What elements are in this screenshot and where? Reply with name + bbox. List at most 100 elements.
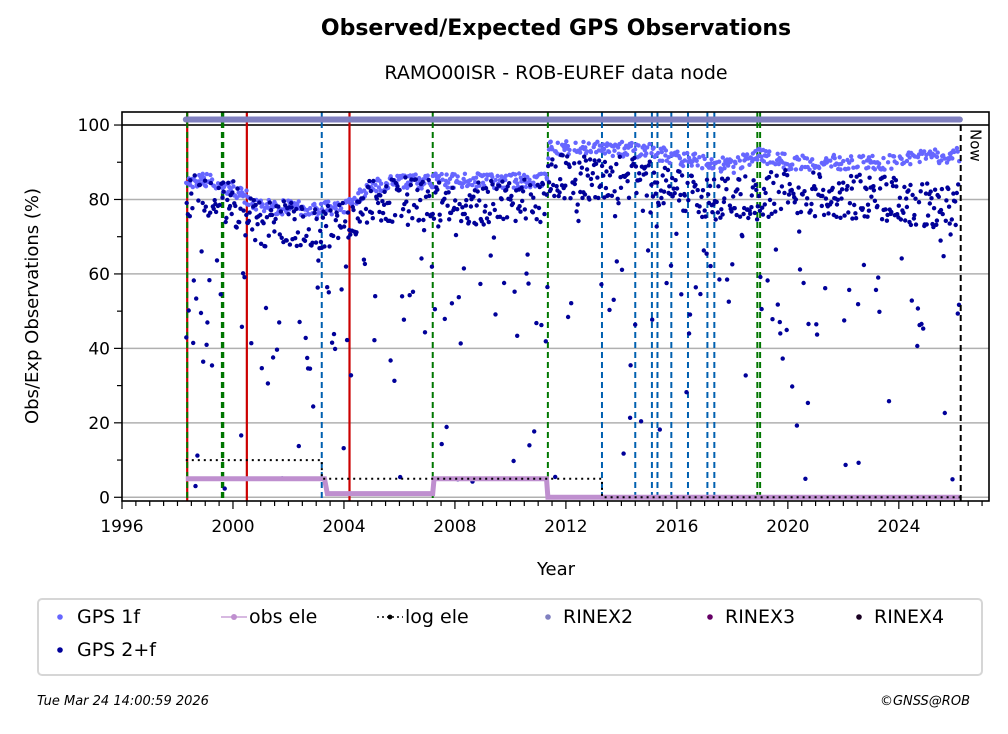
data-point	[202, 178, 208, 183]
data-point	[879, 217, 885, 222]
data-point	[916, 200, 922, 205]
data-point	[767, 197, 773, 203]
data-point	[186, 308, 191, 313]
data-point	[702, 156, 707, 162]
data-point	[253, 202, 258, 208]
data-point	[395, 184, 400, 189]
data-point	[724, 187, 729, 192]
data-point	[780, 356, 785, 361]
data-point	[406, 209, 411, 214]
data-point	[942, 156, 947, 161]
data-point	[548, 139, 553, 144]
data-point	[191, 340, 196, 346]
data-point	[647, 141, 652, 147]
data-point	[405, 192, 410, 197]
data-point	[884, 182, 889, 187]
data-point	[380, 210, 386, 216]
data-point	[565, 143, 571, 149]
data-point	[320, 215, 326, 220]
data-point	[684, 390, 689, 395]
data-point	[894, 184, 899, 189]
data-point	[335, 213, 340, 218]
data-point	[951, 191, 956, 196]
data-point	[213, 209, 219, 215]
data-point	[462, 171, 468, 176]
data-point	[339, 287, 344, 292]
data-point	[709, 157, 714, 162]
data-point	[777, 319, 782, 325]
data-point	[531, 180, 536, 185]
data-point	[586, 141, 591, 146]
data-point	[308, 206, 313, 211]
data-point	[683, 208, 688, 214]
data-point	[473, 180, 478, 185]
data-point	[277, 232, 282, 237]
data-point	[766, 214, 771, 219]
data-point	[889, 166, 894, 171]
data-point	[555, 140, 560, 145]
data-point	[796, 157, 802, 162]
data-point	[593, 161, 599, 166]
data-point	[700, 214, 705, 220]
data-point	[789, 187, 794, 193]
data-point	[520, 198, 525, 204]
data-point	[936, 194, 941, 199]
data-point	[461, 266, 467, 271]
data-point	[655, 150, 661, 156]
data-point	[632, 155, 637, 161]
data-point	[740, 234, 745, 239]
data-point	[218, 292, 223, 297]
data-point	[229, 211, 234, 217]
data-point	[408, 182, 413, 188]
data-point	[294, 206, 299, 212]
data-point	[761, 159, 767, 164]
data-point	[190, 206, 195, 211]
data-point	[422, 330, 428, 335]
data-point	[259, 366, 264, 371]
data-point	[242, 275, 247, 280]
data-point	[366, 185, 371, 190]
data-point	[524, 271, 529, 276]
data-point	[326, 199, 331, 204]
data-point	[579, 165, 585, 170]
data-point	[924, 222, 929, 227]
data-point	[331, 233, 336, 239]
data-point	[749, 193, 754, 198]
data-point	[578, 171, 583, 176]
data-point	[488, 253, 493, 258]
data-point	[887, 153, 892, 158]
data-point	[645, 145, 650, 150]
data-point	[354, 230, 359, 235]
data-point	[838, 215, 843, 220]
data-point	[258, 212, 263, 218]
data-point	[938, 207, 944, 213]
data-point	[258, 241, 264, 246]
data-point	[866, 155, 872, 160]
data-point	[614, 259, 619, 264]
data-point	[694, 158, 699, 163]
data-point	[237, 220, 242, 225]
data-point	[738, 192, 743, 197]
data-point	[697, 155, 702, 160]
data-point	[368, 188, 374, 194]
data-point	[384, 184, 389, 189]
data-point	[312, 201, 317, 207]
data-point	[861, 262, 867, 268]
data-point	[271, 220, 277, 225]
data-point	[808, 208, 813, 213]
data-point	[690, 189, 695, 195]
data-point	[793, 167, 799, 172]
data-point	[587, 157, 593, 162]
data-point	[326, 290, 331, 295]
data-point	[317, 210, 322, 215]
data-point	[638, 419, 644, 424]
data-point	[417, 217, 422, 223]
data-point	[470, 182, 475, 188]
data-point	[737, 177, 742, 182]
data-point	[300, 214, 306, 219]
data-point	[763, 190, 768, 196]
data-point	[225, 197, 230, 203]
data-point	[633, 164, 639, 169]
data-point	[659, 195, 664, 201]
data-point	[876, 275, 881, 280]
